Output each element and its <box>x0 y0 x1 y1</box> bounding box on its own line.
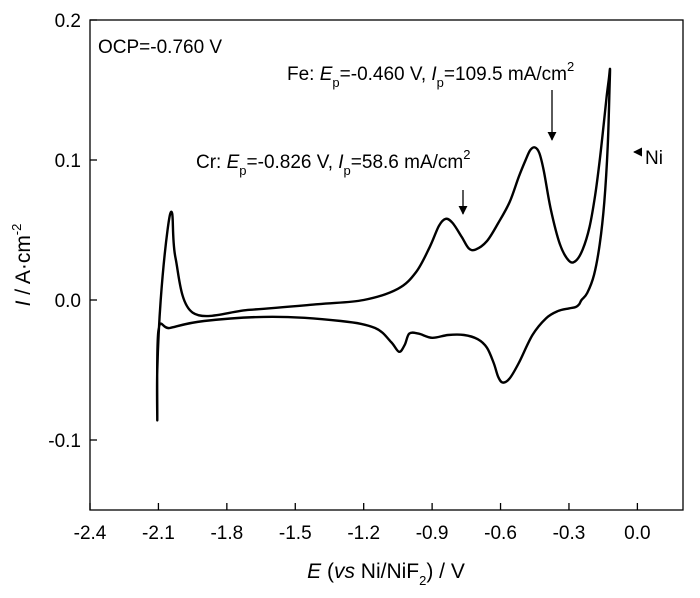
x-tick-label: -0.9 <box>416 523 449 544</box>
x-tick-label: -1.2 <box>347 523 380 544</box>
x-tick-label: -0.6 <box>484 523 517 544</box>
y-axis-title: I / A·cm-2 <box>9 224 35 307</box>
x-axis-ticks: -2.4 -2.1 -1.8 -1.5 -1.2 -0.9 -0.6 -0.3 0.0 <box>74 503 651 544</box>
series-line-cv <box>155 67 612 422</box>
fe-peak-annotation: Fe: Ep=-0.460 V, Ip=109.5 mA/cm2 <box>287 59 574 90</box>
x-axis-title: E (vs Ni/NiF2) / V <box>307 560 465 588</box>
x-tick-label: -0.3 <box>553 523 586 544</box>
cr-peak-annotation: Cr: Ep=-0.826 V, Ip=58.6 mA/cm2 <box>196 147 470 178</box>
x-tick-label: 0.0 <box>624 523 650 544</box>
ocp-annotation: OCP=-0.760 V <box>98 37 222 58</box>
y-axis-ticks: -0.1 0.0 0.1 0.2 <box>48 11 97 452</box>
y-tick-label: 0.0 <box>55 291 81 312</box>
ni-annotation: Ni <box>645 148 663 169</box>
y-tick-label: 0.2 <box>55 11 81 32</box>
x-tick-label: -1.5 <box>279 523 312 544</box>
x-tick-label: -2.1 <box>142 523 175 544</box>
plot-frame <box>89 19 684 511</box>
y-tick-label: 0.1 <box>55 151 81 172</box>
y-tick-label: -0.1 <box>48 431 81 452</box>
x-tick-label: -1.8 <box>210 523 243 544</box>
x-tick-label: -2.4 <box>74 523 107 544</box>
